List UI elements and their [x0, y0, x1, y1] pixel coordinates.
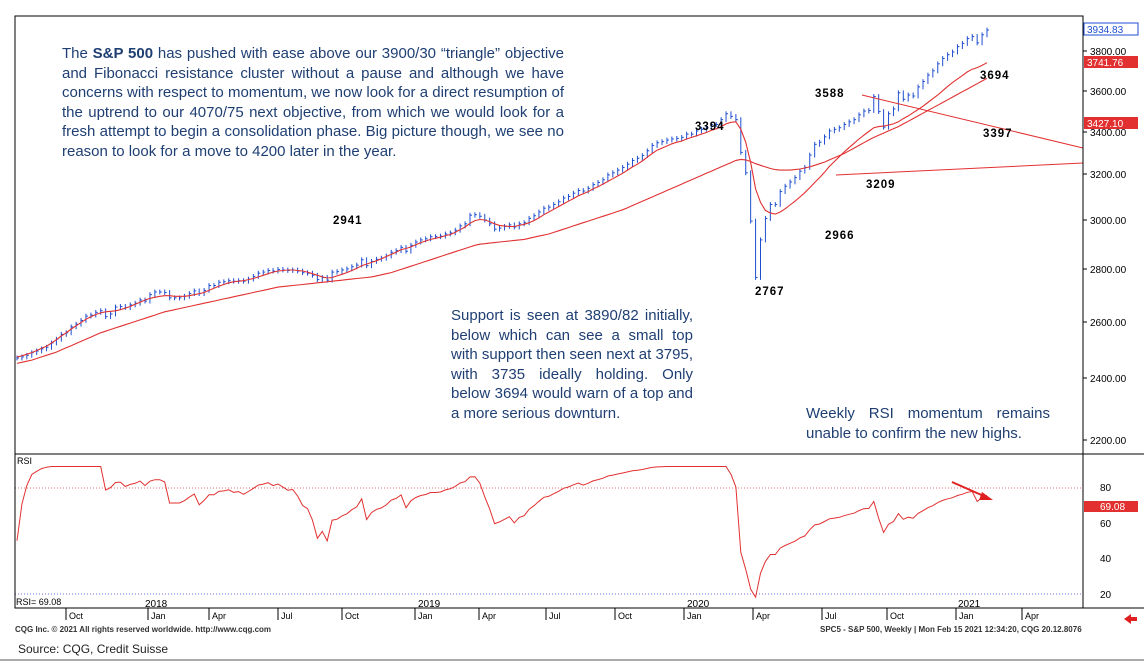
price-tick-label: 2200.00 — [1090, 436, 1127, 447]
support-commentary: Support is seen at 3890/82 initially, be… — [451, 306, 693, 423]
x-tick-label: Apr — [1025, 611, 1039, 621]
x-tick-label: Oct — [69, 611, 84, 621]
price-panel: 2941 3394 3588 3694 3397 3209 2966 2767 — [16, 27, 1084, 364]
main-commentary: The S&P 500 has pushed with ease above o… — [62, 44, 564, 161]
x-tick-label: Jan — [418, 611, 433, 621]
price-tick-label: 2600.00 — [1090, 318, 1127, 329]
price-tick-label: 2800.00 — [1090, 265, 1127, 276]
annotation-label: 2966 — [825, 230, 855, 242]
rsi-arrow-head — [979, 492, 993, 500]
x-tick-label: Oct — [890, 611, 905, 621]
main-commentary-bold: S&P 500 — [92, 45, 154, 62]
rsi-tick-label: 80 — [1100, 483, 1112, 494]
rsi-commentary-text: Weekly RSI momentum remains unable to co… — [806, 405, 1050, 442]
lower-trendline — [835, 162, 1084, 176]
x-tick-label: Jan — [687, 611, 702, 621]
rsi-last-box — [1084, 501, 1138, 512]
price-tick-label: 2400.00 — [1090, 374, 1127, 385]
rsi-arrow-shaft — [951, 481, 987, 498]
annotation-label: 3209 — [866, 179, 896, 191]
x-tick-label: Jul — [549, 611, 561, 621]
last-price-label-box — [1083, 22, 1139, 36]
year-label: 2021 — [958, 599, 981, 610]
main-commentary-post: has pushed with ease above our 3900/30 “… — [62, 45, 565, 160]
x-tick-label: Apr — [756, 611, 770, 621]
price-tick-label: 3600.00 — [1090, 87, 1127, 98]
chart-axes: 3800.00 3600.00 3400.00 3200.00 3000.00 2800.… — [0, 15, 1144, 661]
copyright-text: CQG Inc. © 2021 All rights reserved worl… — [15, 625, 272, 634]
upper-trendline — [861, 94, 1084, 149]
price-tick-label: 3800.00 — [1090, 47, 1127, 58]
annotation-label: 2767 — [755, 286, 785, 298]
source-footer: Source: CQG, Credit Suisse — [18, 642, 168, 656]
x-tick-label: Apr — [212, 611, 226, 621]
chart-info-text: SPC5 - S&P 500, Weekly | Mon Feb 15 2021… — [820, 625, 1082, 634]
support-commentary-text: Support is seen at 3890/82 initially, be… — [451, 307, 693, 422]
x-tick-label: Jul — [825, 611, 837, 621]
slow-ma-label-box — [1084, 117, 1138, 129]
price-tick-label: 3000.00 — [1090, 216, 1127, 227]
rsi-value-label: RSI= 69.08 — [16, 597, 61, 607]
price-tick-label: 3400.00 — [1090, 128, 1127, 139]
scroll-left-icon-tail — [1130, 617, 1137, 621]
rsi-commentary: Weekly RSI momentum remains unable to co… — [806, 404, 1050, 443]
x-tick-label: Oct — [345, 611, 360, 621]
rsi-tick-label: 20 — [1100, 590, 1112, 601]
rsi-tick-label: 60 — [1100, 519, 1112, 530]
annotation-label: 3694 — [980, 70, 1010, 82]
x-tick-label: Apr — [482, 611, 496, 621]
annotation-label: 3588 — [815, 88, 845, 100]
last-price-label: 3934.83 — [1087, 25, 1124, 36]
slow-ma-label: 3427.10 — [1087, 119, 1124, 130]
year-label: 2020 — [687, 599, 710, 610]
main-commentary-pre: The — [62, 45, 93, 62]
rsi-tick-label: 40 — [1100, 554, 1112, 565]
fast-moving-average — [16, 62, 988, 358]
price-tick-label: 3200.00 — [1090, 170, 1127, 181]
year-label: 2018 — [145, 599, 168, 610]
rsi-last-label: 69.08 — [1100, 502, 1125, 513]
source-text: Source: CQG, Credit Suisse — [18, 642, 169, 656]
fast-ma-label-box — [1084, 56, 1138, 68]
x-tick-label: Jul — [281, 611, 293, 621]
rsi-line — [16, 466, 988, 599]
x-tick-label: Oct — [618, 611, 633, 621]
year-label: 2019 — [418, 599, 441, 610]
fast-ma-label: 3741.76 — [1087, 58, 1124, 69]
scroll-left-icon — [1124, 614, 1131, 624]
annotation-label: 3394 — [695, 121, 725, 133]
annotation-label: 2941 — [333, 215, 363, 227]
x-tick-label: Jan — [959, 611, 974, 621]
chart-info-footer: SPC5 - S&P 500, Weekly | Mon Feb 15 2021… — [820, 625, 1082, 634]
slow-moving-average — [16, 77, 988, 364]
copyright-footer: CQG Inc. © 2021 All rights reserved worl… — [15, 625, 271, 634]
rsi-panel-label: RSI — [17, 456, 32, 466]
x-tick-label: Jan — [151, 611, 166, 621]
rsi-panel: 80 60 40 20 RSI RSI= 69.08 69.08 — [15, 456, 1138, 607]
annotation-label: 3397 — [983, 128, 1013, 140]
